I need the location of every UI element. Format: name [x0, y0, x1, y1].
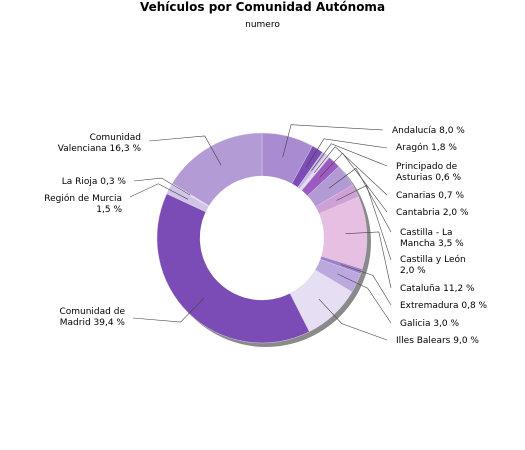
slice-label-11: Comunidad de Madrid 39,4 % [59, 307, 125, 328]
leader-line-6 [336, 184, 392, 261]
leader-line-11 [132, 297, 205, 323]
slice-label-line: Illes Balears 9,0 % [396, 336, 479, 346]
leader-lines [129, 124, 392, 341]
slice-label-line: Galicia 3,0 % [400, 319, 459, 329]
slice-label-7: Cataluña 11,2 % [400, 284, 475, 294]
slice-label-0: Andalucía 8,0 % [392, 126, 465, 136]
leader-line-13 [133, 177, 191, 196]
leader-line-8 [341, 264, 392, 306]
slice-label-line: La Rioja 0,3 % [62, 177, 127, 187]
slice-label-line: Andalucía 8,0 % [392, 126, 465, 136]
slice-label-line: Principado de [396, 162, 458, 172]
slice-label-12: Región de Murcia 1,5 % [44, 193, 122, 215]
slice-label-3: Canarias 0,7 % [396, 191, 464, 201]
slice-label-line: Madrid 39,4 % [60, 318, 126, 328]
slice-label-4: Cantabria 2,0 % [396, 208, 469, 218]
slice-label-13: La Rioja 0,3 % [62, 177, 127, 187]
leader-line-14 [148, 135, 222, 166]
leader-line-12 [129, 183, 189, 200]
leader-line-9 [337, 273, 392, 324]
chart-title: Vehículos por Comunidad Autónoma [139, 0, 386, 14]
slice-label-line: 2,0 % [400, 266, 426, 276]
slice-label-line: Valenciana 16,3 % [58, 144, 142, 154]
donut-hole [200, 176, 324, 300]
slice-label-line: Canarias 0,7 % [396, 191, 464, 201]
slice-label-9: Galicia 3,0 % [400, 319, 459, 329]
slice-label-line: Castilla y León [400, 254, 466, 265]
slice-label-line: Mancha 3,5 % [400, 239, 464, 249]
donut-slices [156, 132, 368, 344]
slice-label-line: Comunidad [90, 133, 141, 143]
chart-subtitle: numero [245, 20, 280, 30]
leader-line-2 [311, 143, 388, 171]
slice-label-10: Illes Balears 9,0 % [396, 336, 479, 346]
slice-label-8: Extremadura 0,8 % [400, 301, 488, 311]
slice-label-line: Cataluña 11,2 % [400, 284, 475, 294]
slice-label-line: Extremadura 0,8 % [400, 301, 488, 311]
leader-line-1 [306, 138, 388, 168]
leader-line-0 [282, 124, 384, 158]
leader-line-4 [319, 152, 388, 213]
slice-labels: Andalucía 8,0 % Aragón 1,8 % Principado de… [44, 126, 487, 346]
slice-label-2: Principado de Asturias 0,6 % [396, 162, 462, 183]
leader-line-10 [318, 298, 388, 341]
leader-line-5 [328, 167, 392, 233]
slice-label-line: Castilla - La [400, 228, 453, 238]
leader-line-7 [345, 231, 392, 289]
slice-label-6: Castilla y León 2,0 % [400, 254, 466, 276]
leader-line-3 [313, 146, 388, 196]
slice-label-5: Castilla - La Mancha 3,5 % [400, 228, 464, 249]
slice-label-line: 1,5 % [96, 205, 122, 215]
slice-label-line: Región de Murcia [44, 193, 122, 204]
slice-label-line: Asturias 0,6 % [396, 173, 462, 183]
slice-label-line: Aragón 1,8 % [396, 142, 457, 153]
slice-label-14: Comunidad Valenciana 16,3 % [58, 133, 142, 154]
slice-label-line: Cantabria 2,0 % [396, 208, 469, 218]
slice-label-line: Comunidad de [59, 307, 125, 317]
slice-label-1: Aragón 1,8 % [396, 142, 457, 153]
